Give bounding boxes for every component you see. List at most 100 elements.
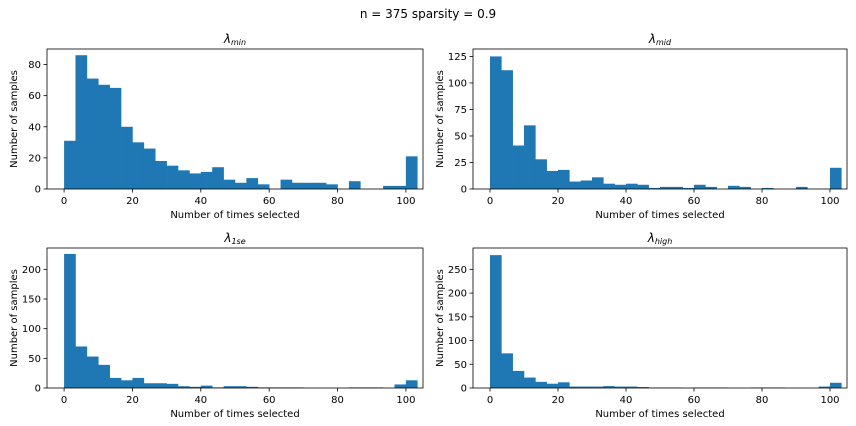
histogram-bar [64, 253, 76, 388]
subplot-title: λhigh [647, 231, 673, 246]
x-tick-label: 40 [620, 196, 633, 207]
x-tick-label: 60 [688, 395, 701, 406]
histogram-bar [625, 386, 638, 388]
y-tick-label: 0 [461, 384, 467, 395]
histogram-bar [121, 380, 133, 388]
histogram-bar [178, 170, 190, 189]
y-tick-label: 100 [448, 78, 467, 89]
bar-series [64, 55, 418, 189]
subplot-title-symbol: λ [647, 231, 655, 245]
y-tick-label: 80 [28, 60, 41, 71]
histogram-bar [557, 382, 570, 388]
y-tick-label: 50 [454, 131, 467, 142]
x-tick-label: 20 [552, 395, 565, 406]
y-tick-label: 150 [448, 312, 467, 323]
histogram-bar [394, 384, 407, 388]
histogram-bar [189, 173, 202, 189]
y-tick-label: 25 [454, 158, 467, 169]
subplot-title-subscript: 1se [231, 237, 245, 246]
x-tick-label: 80 [756, 395, 769, 406]
histogram-bar [132, 377, 145, 388]
histogram-bar [75, 346, 88, 388]
histogram-bar [143, 148, 156, 189]
histogram-bar [234, 182, 247, 189]
histogram-bar [693, 184, 706, 189]
x-tick-label: 40 [194, 196, 207, 207]
y-tick-label: 50 [454, 360, 467, 371]
y-tick-label: 100 [448, 336, 467, 347]
bar-series [490, 56, 842, 189]
histogram-bar [383, 185, 395, 189]
subplot-title-symbol: λ [648, 32, 656, 46]
x-tick-label: 0 [487, 395, 493, 406]
histogram-bar [314, 182, 327, 189]
histogram-bar [546, 383, 559, 388]
histogram-bar [829, 167, 842, 189]
histogram-bar [501, 353, 513, 388]
histogram-bar [524, 125, 536, 189]
histogram-bar [512, 145, 525, 189]
y-tick-label: 200 [22, 265, 41, 276]
histogram-bar [109, 87, 122, 189]
histogram-bar [246, 386, 259, 388]
x-tick-label: 40 [620, 395, 633, 406]
histogram-bar [348, 181, 361, 189]
histogram-bar [86, 356, 99, 388]
y-tick-label: 100 [22, 324, 41, 335]
histogram-bar [546, 170, 559, 189]
x-tick-label: 20 [126, 196, 139, 207]
y-tick-label: 0 [461, 185, 467, 196]
histogram-bar [535, 381, 547, 388]
histogram-bar [166, 383, 179, 388]
y-axis-label: Number of samples [435, 70, 446, 168]
histogram-bar [535, 159, 547, 189]
histogram-bar [659, 186, 672, 189]
histogram-bar [121, 126, 133, 189]
histogram-bar [200, 385, 213, 388]
histogram-bar [405, 156, 418, 189]
subplot-title: λmid [648, 32, 672, 47]
histogram-bar [246, 178, 259, 189]
subplot-4: 0 20 40 60 80 100 0 50 100 150 200 250 Number of tim… [435, 231, 848, 420]
subplot-title-symbol: λ [223, 231, 231, 245]
histogram-bar [524, 377, 536, 388]
histogram-bar [405, 380, 418, 388]
y-tick-label: 20 [28, 153, 41, 164]
histogram-bar [591, 177, 604, 189]
histogram-bar [795, 186, 808, 189]
histogram-bar [648, 187, 661, 189]
histogram-bar [155, 383, 167, 388]
x-tick-label: 60 [263, 395, 276, 406]
histogram-bar [705, 186, 717, 189]
histogram-bar [490, 56, 502, 189]
y-tick-label: 250 [448, 265, 467, 276]
axes-frame [472, 247, 848, 389]
y-axis-label: Number of samples [9, 70, 20, 168]
y-tick-label: 40 [28, 122, 41, 133]
y-axis-label: Number of samples [9, 269, 20, 367]
x-tick-label: 100 [396, 196, 415, 207]
histogram-bar [109, 377, 122, 388]
histogram-bar [212, 167, 224, 189]
y-tick-label: 200 [448, 289, 467, 300]
histogram-bar [614, 386, 627, 388]
histogram-bar [155, 161, 167, 189]
subplot-title-subscript: high [655, 237, 672, 246]
x-tick-label: 40 [194, 395, 207, 406]
subplot-title-subscript: mid [656, 38, 672, 47]
y-tick-label: 50 [28, 354, 41, 365]
y-tick-label: 0 [35, 384, 41, 395]
histogram-bar [591, 386, 604, 388]
x-axis-label: Number of times selected [595, 409, 724, 420]
x-tick-label: 100 [820, 395, 839, 406]
histogram-bar [189, 386, 202, 388]
x-tick-label: 0 [487, 196, 493, 207]
histogram-bar [166, 165, 179, 189]
x-tick-label: 20 [552, 196, 565, 207]
histogram-bar [143, 383, 156, 388]
histogram-bar [603, 386, 615, 388]
x-tick-label: 100 [396, 395, 415, 406]
subplot-grid: 0 20 40 60 80 100 0 20 40 60 80 Number of times sel… [9, 32, 848, 420]
histogram-bar [280, 179, 293, 189]
